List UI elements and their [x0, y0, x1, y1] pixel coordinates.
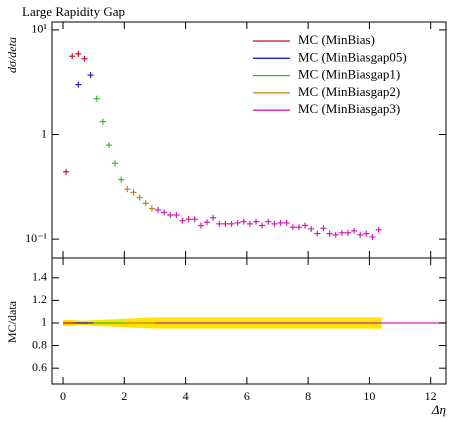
y-tick-label: 1	[41, 315, 47, 329]
data-point	[105, 142, 113, 149]
legend-label: MC (MinBiasgap2)	[298, 84, 400, 99]
x-tick-label: 8	[305, 389, 311, 403]
data-point	[344, 229, 352, 236]
data-point	[63, 168, 70, 175]
data-point	[252, 218, 260, 225]
data-point	[338, 229, 345, 236]
data-point	[326, 230, 333, 237]
x-tick-label: 4	[183, 389, 189, 403]
data-point	[93, 95, 100, 102]
data-point	[148, 205, 155, 212]
legend-label: MC (MinBias)	[298, 32, 375, 47]
y-tick-label: 10⁻¹	[25, 231, 47, 245]
ratio-y-axis-label: MC/data	[5, 300, 19, 343]
data-point	[136, 194, 143, 201]
x-tick-label: 0	[60, 389, 66, 403]
data-point	[179, 217, 186, 224]
data-point	[295, 224, 303, 231]
data-point	[185, 216, 192, 223]
data-point	[222, 220, 229, 227]
data-point	[75, 81, 82, 88]
data-point	[363, 230, 370, 237]
y-tick-label: 1.2	[32, 292, 47, 306]
legend-label: MC (MinBiasgap05)	[298, 49, 407, 64]
data-point	[203, 219, 211, 226]
data-point	[375, 226, 382, 233]
data-point	[167, 212, 174, 219]
data-point	[173, 212, 180, 219]
legend-label: MC (MinBiasgap1)	[298, 67, 400, 82]
data-point	[240, 218, 247, 225]
data-point	[210, 214, 217, 221]
data-point	[320, 225, 327, 232]
x-tick-label: 10	[363, 389, 375, 403]
data-point	[197, 222, 204, 229]
data-point	[246, 220, 253, 227]
data-point	[265, 218, 272, 225]
data-point	[302, 222, 309, 229]
plot-frame	[51, 257, 447, 385]
data-point	[308, 225, 315, 232]
data-point	[259, 222, 266, 229]
data-point	[118, 176, 125, 183]
data-point	[99, 118, 106, 125]
data-point	[130, 189, 137, 196]
data-point	[357, 231, 364, 238]
x-tick-label: 6	[244, 389, 250, 403]
data-point	[87, 72, 94, 79]
data-point	[314, 230, 321, 237]
data-point	[154, 206, 162, 213]
y-tick-label: 0.8	[32, 337, 47, 351]
data-point	[124, 186, 131, 193]
data-point	[112, 160, 119, 167]
y-tick-label: 0.6	[32, 360, 47, 374]
y-tick-label: 10¹	[31, 22, 47, 36]
data-point	[369, 233, 376, 240]
data-point	[75, 50, 82, 57]
data-point	[142, 200, 149, 207]
data-point	[234, 219, 241, 226]
data-point	[81, 55, 88, 62]
data-point	[289, 224, 296, 231]
data-point	[191, 216, 198, 223]
data-point	[69, 53, 76, 60]
y-axis-label: dσ/deta	[5, 37, 19, 73]
data-point	[277, 219, 284, 226]
data-point	[161, 209, 168, 216]
data-point	[283, 219, 290, 226]
x-tick-label: 2	[121, 389, 127, 403]
data-point	[271, 220, 278, 227]
x-axis-label: Δη	[431, 402, 446, 417]
data-point	[216, 220, 223, 227]
y-tick-label: 1.4	[32, 270, 47, 284]
chart-title: Large Rapidity Gap	[22, 4, 125, 19]
x-tick-label: 12	[425, 389, 437, 403]
legend-label: MC (MinBiasgap3)	[298, 101, 400, 116]
data-point	[351, 227, 358, 234]
y-tick-label: 1	[41, 126, 47, 140]
data-point	[228, 220, 235, 227]
data-point	[332, 231, 339, 238]
